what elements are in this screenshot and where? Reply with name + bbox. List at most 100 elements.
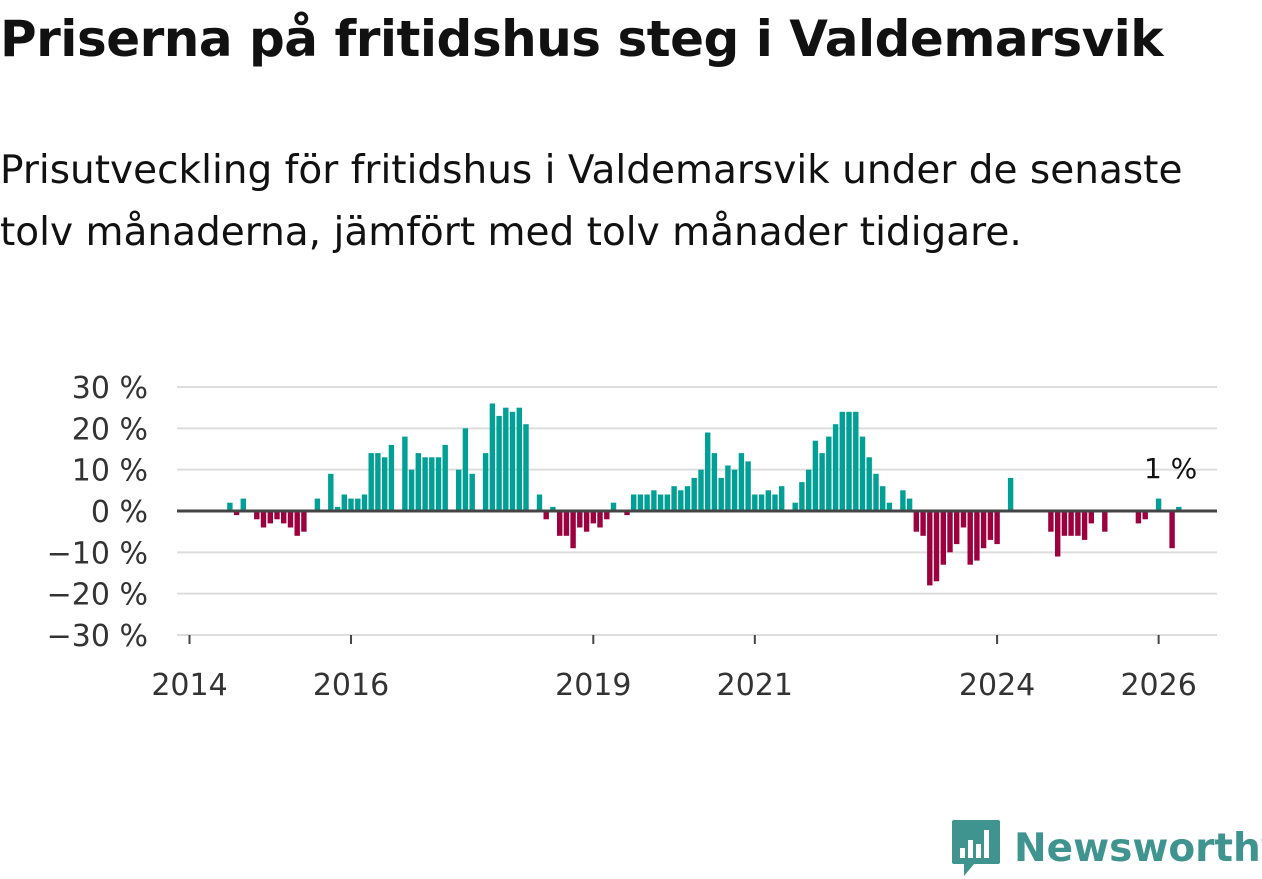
y-tick-label: 10 % — [72, 454, 148, 489]
bar — [435, 457, 442, 511]
bar — [705, 432, 711, 511]
bar — [940, 511, 946, 565]
bar — [456, 469, 462, 511]
axes: 30 % 20 % 10 % 0 % −10 % −20 % −30 %2014 2016 20… — [47, 371, 1197, 703]
bar — [375, 453, 381, 511]
bar — [745, 461, 751, 511]
y-tick-label: 0 % — [91, 495, 148, 530]
bar — [731, 469, 738, 511]
x-tick-label: 2016 — [313, 668, 389, 703]
bar — [509, 411, 516, 511]
bar — [590, 511, 596, 524]
bar — [906, 498, 913, 511]
bar — [886, 502, 893, 511]
bar — [927, 511, 933, 586]
bar — [974, 511, 980, 561]
bar — [1176, 506, 1182, 511]
bar — [604, 511, 610, 520]
bar — [415, 453, 421, 511]
bar — [678, 490, 684, 511]
y-tick-label: 20 % — [72, 412, 148, 447]
bar — [402, 436, 408, 511]
bar — [752, 494, 758, 511]
bar — [718, 477, 724, 511]
x-tick-label: 2021 — [717, 668, 793, 703]
bar — [900, 490, 906, 511]
bar — [866, 457, 872, 511]
bar — [260, 511, 267, 528]
bar — [873, 473, 879, 511]
bar — [947, 511, 953, 553]
bar — [422, 457, 428, 511]
bar — [691, 477, 697, 511]
bar — [227, 502, 233, 511]
bar — [523, 424, 529, 511]
y-tick-label: −10 % — [47, 536, 148, 571]
brand-name: Newsworthy — [1014, 825, 1262, 871]
bar — [355, 498, 361, 511]
x-tick-label: 2014 — [151, 668, 227, 703]
bar — [711, 453, 718, 511]
bar — [563, 511, 570, 536]
bar — [482, 453, 489, 511]
bar — [846, 411, 852, 511]
bar — [880, 486, 886, 511]
bar — [442, 444, 448, 511]
bar — [388, 444, 395, 511]
bar — [637, 494, 644, 511]
y-tick-label: 30 % — [72, 371, 148, 406]
bar — [281, 511, 287, 524]
bar — [543, 511, 549, 520]
bar — [382, 457, 388, 511]
chart-subtitle: Prisutveckling för fritidshus i Valdemar… — [0, 148, 1183, 255]
bar — [772, 494, 778, 511]
bar — [839, 411, 845, 511]
bar — [489, 403, 496, 511]
bar — [314, 498, 321, 511]
bar — [1135, 511, 1142, 524]
bar — [334, 506, 341, 511]
bar — [826, 436, 832, 511]
bar — [920, 511, 926, 536]
bar — [274, 511, 280, 520]
bar — [779, 486, 785, 511]
bar — [664, 494, 670, 511]
bar — [799, 482, 805, 511]
bar — [1155, 498, 1162, 511]
bar — [859, 436, 866, 511]
bar — [765, 490, 771, 511]
bar — [469, 473, 475, 511]
bar — [597, 511, 603, 528]
bar — [954, 511, 960, 545]
bar — [1088, 511, 1094, 524]
bar — [698, 469, 704, 511]
x-tick-label: 2026 — [1120, 668, 1196, 703]
bar — [503, 407, 509, 511]
bar — [328, 473, 334, 511]
bar — [631, 494, 637, 511]
bar — [240, 498, 246, 511]
bar — [933, 511, 940, 582]
bar — [301, 511, 307, 532]
bar — [987, 511, 994, 540]
bar — [1068, 511, 1074, 536]
bar — [651, 490, 657, 511]
bar — [462, 428, 469, 511]
bar — [960, 511, 967, 528]
grid-lines — [177, 386, 1217, 636]
bar — [980, 511, 987, 549]
bar — [1075, 511, 1081, 536]
bar — [913, 511, 919, 532]
bar — [806, 469, 812, 511]
bar — [1007, 477, 1014, 511]
newsworthy-logo: Newsworthy — [950, 818, 1262, 878]
bar — [967, 511, 973, 565]
y-tick-label: −20 % — [47, 578, 148, 613]
x-tick-label: 2024 — [959, 668, 1035, 703]
last-value-label: 1 % — [1144, 452, 1197, 485]
bar — [267, 511, 273, 524]
bar — [1169, 511, 1175, 549]
bar — [408, 469, 415, 511]
x-tick-label: 2019 — [555, 668, 631, 703]
bar — [254, 511, 260, 520]
